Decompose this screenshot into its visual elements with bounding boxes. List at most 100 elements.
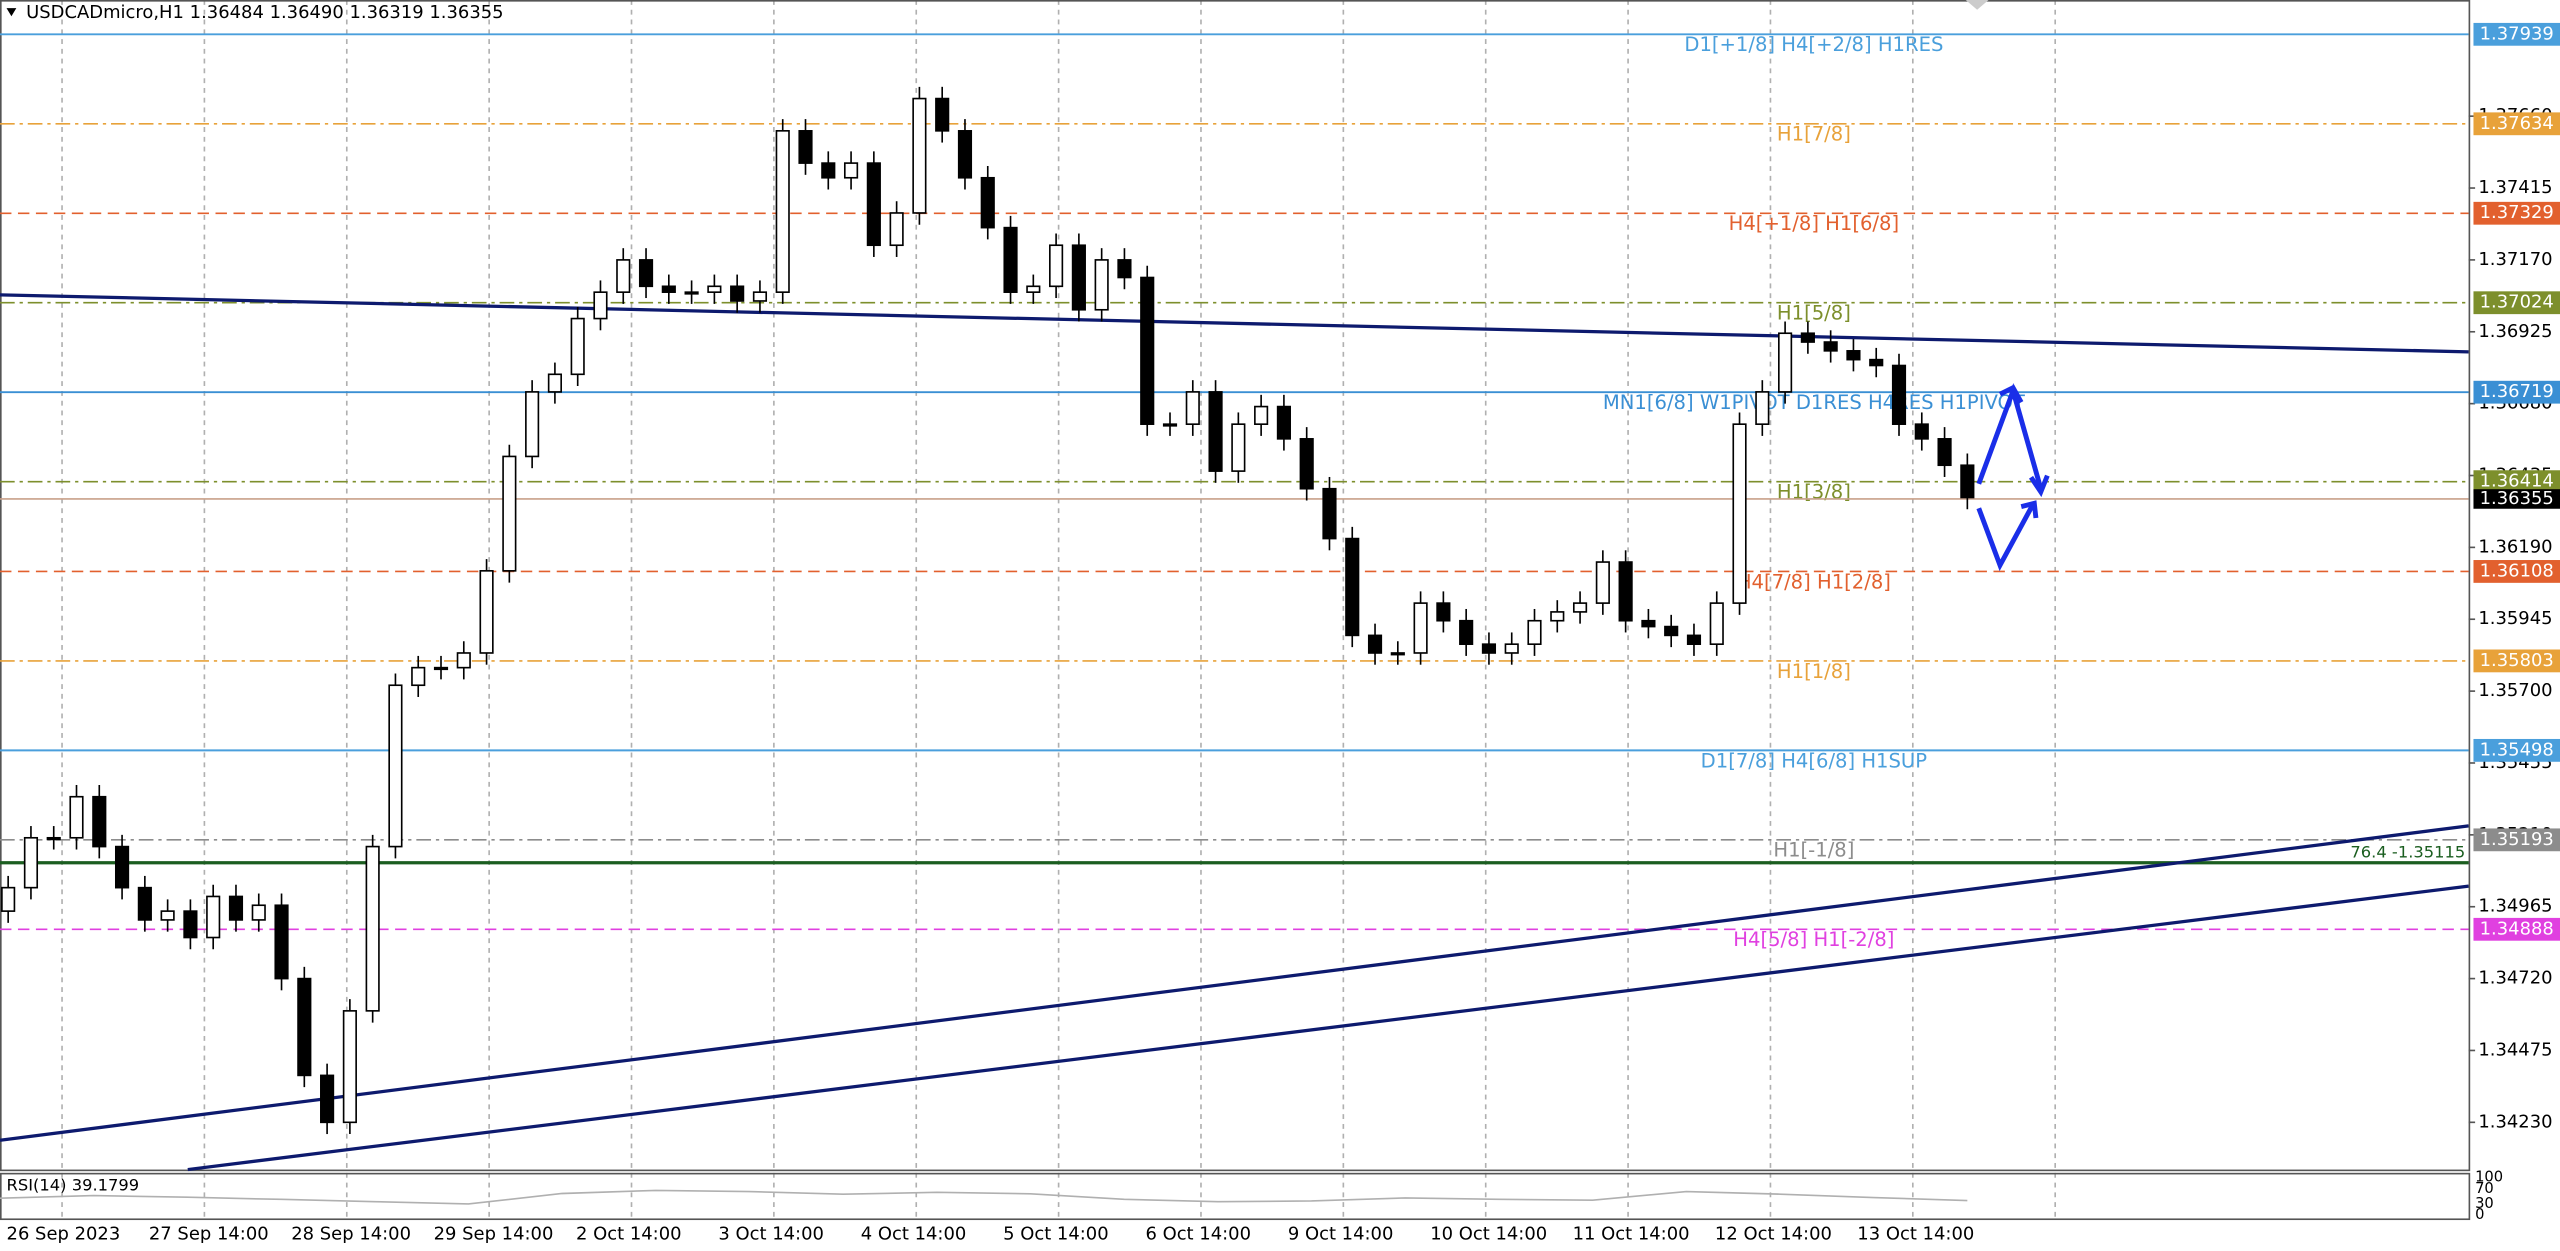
candle-body: [297, 977, 312, 1077]
candle-body: [274, 904, 289, 980]
candle-body: [661, 285, 676, 293]
candle-body: [1208, 391, 1223, 472]
y-tick-label: 1.37170: [2478, 249, 2552, 270]
level-label: H4[+1/8] H1[6/8]: [1729, 212, 1899, 235]
candle-body: [1071, 244, 1086, 311]
candle-body: [1641, 619, 1656, 628]
candle-body: [707, 285, 722, 293]
price-box: [2473, 22, 2560, 46]
level-label: H1[-1/8]: [1773, 839, 1854, 862]
candle-body: [69, 795, 84, 839]
candle-body: [1937, 438, 1952, 467]
price-box-label: 1.35193: [2480, 829, 2554, 850]
price-box-label: 1.36719: [2480, 381, 2554, 402]
candle-body: [1254, 405, 1269, 425]
candle-body: [1960, 464, 1975, 499]
candle-body: [114, 845, 130, 889]
x-tick-label: 9 Oct 14:00: [1288, 1224, 1394, 1245]
candle-body: [137, 886, 152, 921]
candle-body: [570, 317, 585, 376]
level-label: MN1[6/8] W1PIVOT D1RES H4RES H1PIVOT: [1603, 391, 2025, 414]
rsi-tick-label: 100: [2475, 1169, 2503, 1186]
rsi-tick-label: 0: [2475, 1206, 2484, 1223]
candle-body: [1527, 619, 1542, 645]
candle-body: [1686, 634, 1702, 645]
level-label: H1[5/8]: [1777, 302, 1851, 325]
candle-body: [1026, 285, 1041, 293]
price-box-label: 1.36414: [2480, 471, 2554, 492]
candle-body: [1709, 602, 1724, 645]
candle-body: [1778, 332, 1793, 393]
candle-body: [502, 455, 517, 572]
price-box-label: 1.37329: [2480, 202, 2554, 223]
y-tick-label: 1.34230: [2478, 1111, 2552, 1132]
price-axis: 1.376601.374151.371701.369251.366801.364…: [2468, 105, 2553, 1132]
rsi-tick-label: 30: [2475, 1195, 2494, 1212]
fibo-label: 76.4 -1.35115: [2350, 842, 2465, 861]
candle-body: [183, 910, 198, 939]
candle-body: [206, 895, 221, 939]
candle-body: [547, 373, 562, 393]
y-tick-label: 1.34965: [2478, 896, 2552, 917]
x-tick-label: 3 Oct 14:00: [718, 1224, 824, 1245]
arrow-down-path: [1976, 503, 2035, 572]
candle-body: [525, 391, 540, 458]
candle-body: [1504, 643, 1519, 654]
candle-body: [1846, 350, 1861, 361]
price-box: [2473, 649, 2560, 673]
candle-body: [821, 162, 836, 179]
candle-body: [1003, 226, 1018, 293]
level-label: H1[3/8]: [1777, 481, 1851, 504]
x-tick-label: 26 Sep 2023: [7, 1224, 121, 1245]
candle-body: [365, 845, 380, 1012]
price-box-label: 1.36108: [2480, 560, 2554, 581]
x-tick-label: 29 Sep 14:00: [434, 1224, 554, 1245]
candle-body: [1823, 341, 1838, 352]
candle-body: [228, 895, 244, 921]
candle-body: [889, 212, 904, 247]
candle-body: [1755, 391, 1770, 425]
level-label: H1[1/8]: [1777, 660, 1851, 683]
candle-body: [1413, 602, 1428, 654]
rsi-pane-border: [0, 1172, 2471, 1221]
candle-body: [752, 291, 768, 302]
price-box-label: 1.34888: [2480, 918, 2554, 939]
arrow-head: [2020, 500, 2039, 519]
candle-body: [1618, 561, 1633, 622]
candle-body: [866, 162, 881, 247]
level-label: H4[5/8] H1[-2/8]: [1733, 928, 1894, 951]
candle-body: [1459, 619, 1474, 645]
price-box: [2473, 828, 2560, 852]
candle-body: [1891, 364, 1907, 425]
candle-body: [1322, 487, 1337, 540]
candle-body: [1367, 634, 1383, 654]
candle-body: [251, 904, 266, 921]
candle-body: [684, 291, 699, 295]
candle-body: [1595, 561, 1610, 604]
candle-body: [1732, 423, 1747, 604]
candle-body: [1049, 244, 1064, 288]
main-pane-border: [0, 0, 2471, 1172]
rsi-line: [0, 1189, 1968, 1205]
candle-body: [912, 97, 927, 214]
current-price-label: 1.36355: [2480, 488, 2554, 509]
candle-body: [1299, 438, 1314, 490]
candle-body: [1800, 332, 1815, 343]
level-label: D1[+1/8] H4[+2/8] H1RES: [1684, 33, 1943, 56]
trend-lines: [0, 293, 2469, 1172]
x-tick-label: 28 Sep 14:00: [291, 1224, 411, 1245]
candle-body: [730, 285, 745, 302]
price-box: [2473, 380, 2560, 404]
price-box-label: 1.37024: [2480, 292, 2554, 313]
y-tick-label: 1.35700: [2478, 680, 2552, 701]
x-tick-label: 27 Sep 14:00: [149, 1224, 269, 1245]
level-label: H1[7/8]: [1777, 123, 1851, 146]
y-tick-label: 1.36190: [2478, 536, 2552, 557]
price-box-label: 1.35803: [2480, 650, 2554, 671]
candle-body: [798, 130, 813, 164]
